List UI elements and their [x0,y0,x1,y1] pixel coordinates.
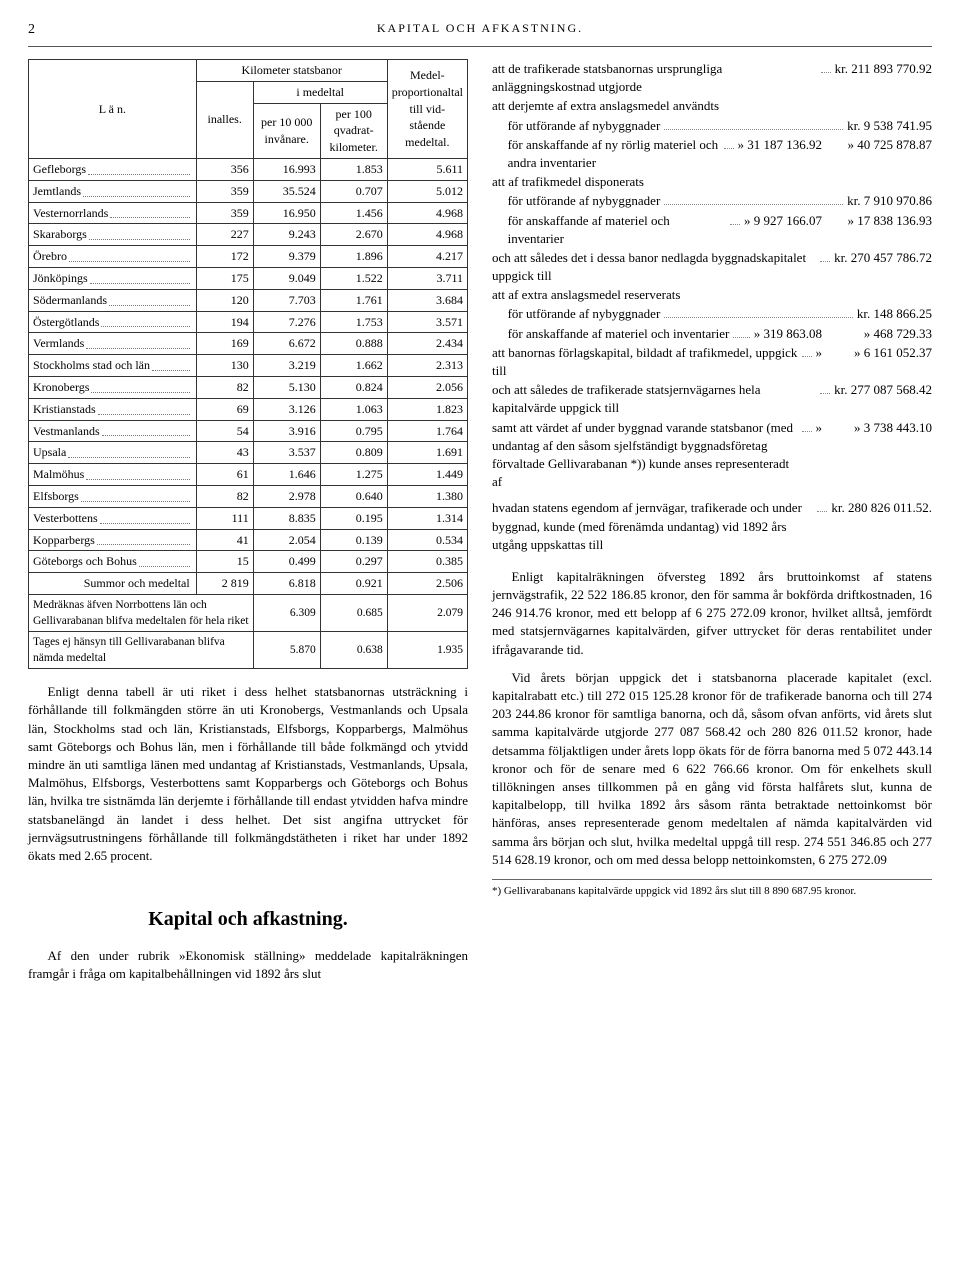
finance-line: samt att värdet af under byggnad varande… [492,419,932,492]
table-row: Kristianstads693.1261.0631.823 [29,398,468,420]
right-para-2: Enligt kapitalräkningen öfversteg 1892 å… [492,568,932,659]
th-per100: per 100 qvadrat-kilometer. [320,103,387,158]
table-row: Stockholms stad och län1303.2191.6622.31… [29,355,468,377]
table-row: Malmöhus611.6461.2751.449 [29,464,468,486]
finance-lines: att de trafikerade statsbanornas ursprun… [492,60,932,491]
th-medel-prop: Medel-proportionaltal till vid-stående m… [387,60,467,159]
table-row: Upsala433.5370.8091.691 [29,442,468,464]
th-lan: L ä n. [29,60,197,159]
table-row: Göteborgs och Bohus150.4990.2970.385 [29,551,468,573]
table-row: Kronobergs825.1300.8242.056 [29,376,468,398]
table-row: Jemtlands35935.5240.7075.012 [29,180,468,202]
right-column: att de trafikerade statsbanornas ursprun… [492,59,932,994]
table-row: Örebro1729.3791.8964.217 [29,246,468,268]
finance-line: för anskaffande af ny rörlig materiel oc… [492,136,932,172]
left-paragraph: Enligt denna tabell är uti riket i dess … [28,683,468,865]
table-row: Östergötlands1947.2761.7533.571 [29,311,468,333]
th-inalles: inalles. [196,81,253,158]
summary-text: hvadan statens egendom af jernvägar, tra… [492,499,813,554]
table-row: Elfsborgs822.9780.6401.380 [29,485,468,507]
finance-line: för anskaffande af materiel och inventar… [492,325,932,343]
table-sum-row: Summor och medeltal2 8196.8180.9212.506 [29,573,468,595]
table-row: Gefleborgs35616.9931.8535.611 [29,158,468,180]
table-row: Södermanlands1207.7031.7613.684 [29,289,468,311]
summary-line: hvadan statens egendom af jernvägar, tra… [492,499,932,554]
statistics-table: L ä n. Kilometer statsbanor Medel-propor… [28,59,468,669]
table-row: Vesterbottens1118.8350.1951.314 [29,507,468,529]
section-title: Kapital och afkastning. [28,905,468,933]
right-para-3: Vid årets början uppgick det i statsbano… [492,669,932,869]
page-header: 2 KAPITAL OCH AFKASTNING. [28,20,932,47]
finance-line: och att således det i dessa banor nedlag… [492,249,932,285]
table-row: Jönköpings1759.0491.5223.711 [29,267,468,289]
table-note-row: Medräknas äfven Norrbottens län och Gell… [29,594,468,631]
table-note-row: Tages ej hänsyn till Gellivarabanan blif… [29,632,468,669]
summary-amount: kr. 280 826 011.52. [831,499,932,517]
left-intro: Af den under rubrik »Ekonomisk ställning… [28,947,468,983]
finance-line: att de trafikerade statsbanornas ursprun… [492,60,932,96]
finance-line: att af extra anslagsmedel reserverats [492,286,932,304]
page-number: 2 [28,20,35,40]
table-row: Skaraborgs2279.2432.6704.968 [29,224,468,246]
table-row: Vermlands1696.6720.8882.434 [29,333,468,355]
finance-line: att af trafikmedel disponerats [492,173,932,191]
finance-line: och att således de trafikerade statsjern… [492,381,932,417]
finance-line: för anskaffande af materiel och inventar… [492,212,932,248]
th-medeltal-group: i medeltal [253,81,387,103]
finance-line: för utförande af nybyggnaderkr. 148 866.… [492,305,932,323]
two-column-layout: L ä n. Kilometer statsbanor Medel-propor… [28,59,932,994]
table-row: Vestmanlands543.9160.7951.764 [29,420,468,442]
th-km-group: Kilometer statsbanor [196,60,387,82]
running-head: KAPITAL OCH AFKASTNING. [377,20,583,37]
th-per10000: per 10 000 invånare. [253,103,320,158]
table-row: Kopparbergs412.0540.1390.534 [29,529,468,551]
finance-line: för utförande af nybyggnaderkr. 9 538 74… [492,117,932,135]
footnote: *) Gellivarabanans kapitalvärde uppgick … [492,879,932,899]
left-column: L ä n. Kilometer statsbanor Medel-propor… [28,59,468,994]
table-row: Vesternorrlands35916.9501.4564.968 [29,202,468,224]
finance-line: för utförande af nybyggnaderkr. 7 910 97… [492,192,932,210]
finance-line: att derjemte af extra anslagsmedel använ… [492,97,932,115]
finance-line: att banornas förlagskapital, bildadt af … [492,344,932,380]
